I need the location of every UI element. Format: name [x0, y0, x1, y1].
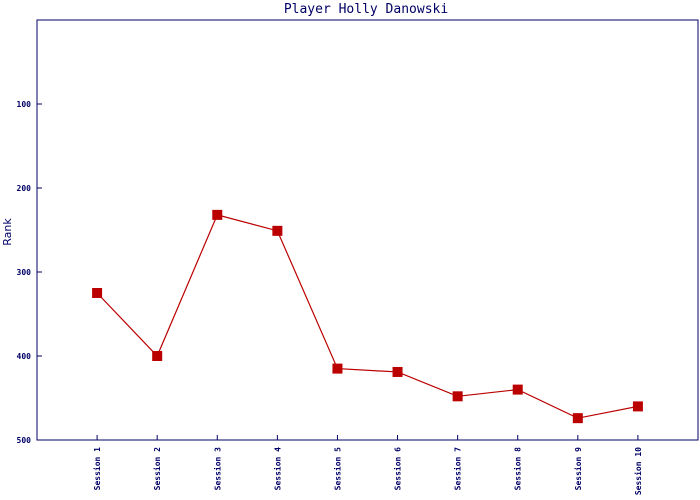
y-axis-label: Rank	[1, 218, 14, 246]
y-tick-label: 200	[17, 184, 32, 193]
data-point	[212, 209, 223, 220]
data-point	[452, 391, 463, 402]
data-line	[96, 214, 639, 419]
x-tick-label: Session 6	[393, 447, 403, 491]
data-point	[572, 413, 583, 424]
y-tick-label: 100	[17, 100, 32, 109]
data-point	[392, 366, 403, 377]
data-point	[512, 384, 523, 395]
x-tick-label: Session 3	[212, 447, 222, 491]
y-tick-label: 400	[17, 352, 32, 361]
x-tick-label: Session 9	[573, 447, 583, 491]
y-tick-label: 500	[17, 436, 32, 445]
data-point	[92, 288, 103, 298]
x-tick-label: Session 2	[152, 447, 162, 491]
x-tick-label: Session 10	[633, 447, 643, 495]
y-tick-label: 300	[17, 268, 32, 277]
data-point	[332, 363, 343, 374]
data-point	[632, 401, 643, 412]
x-tick-label: Session 7	[453, 447, 463, 491]
data-point	[152, 351, 163, 361]
x-tick-label: Session 4	[272, 447, 282, 491]
plot-frame	[36, 19, 699, 441]
x-tick-label: Session 5	[332, 447, 342, 491]
x-tick-label: Session 8	[513, 447, 523, 491]
x-tick-label: Session 1	[92, 447, 102, 491]
chart-title: Player Holly Danowski	[284, 2, 448, 17]
data-point	[272, 225, 283, 236]
